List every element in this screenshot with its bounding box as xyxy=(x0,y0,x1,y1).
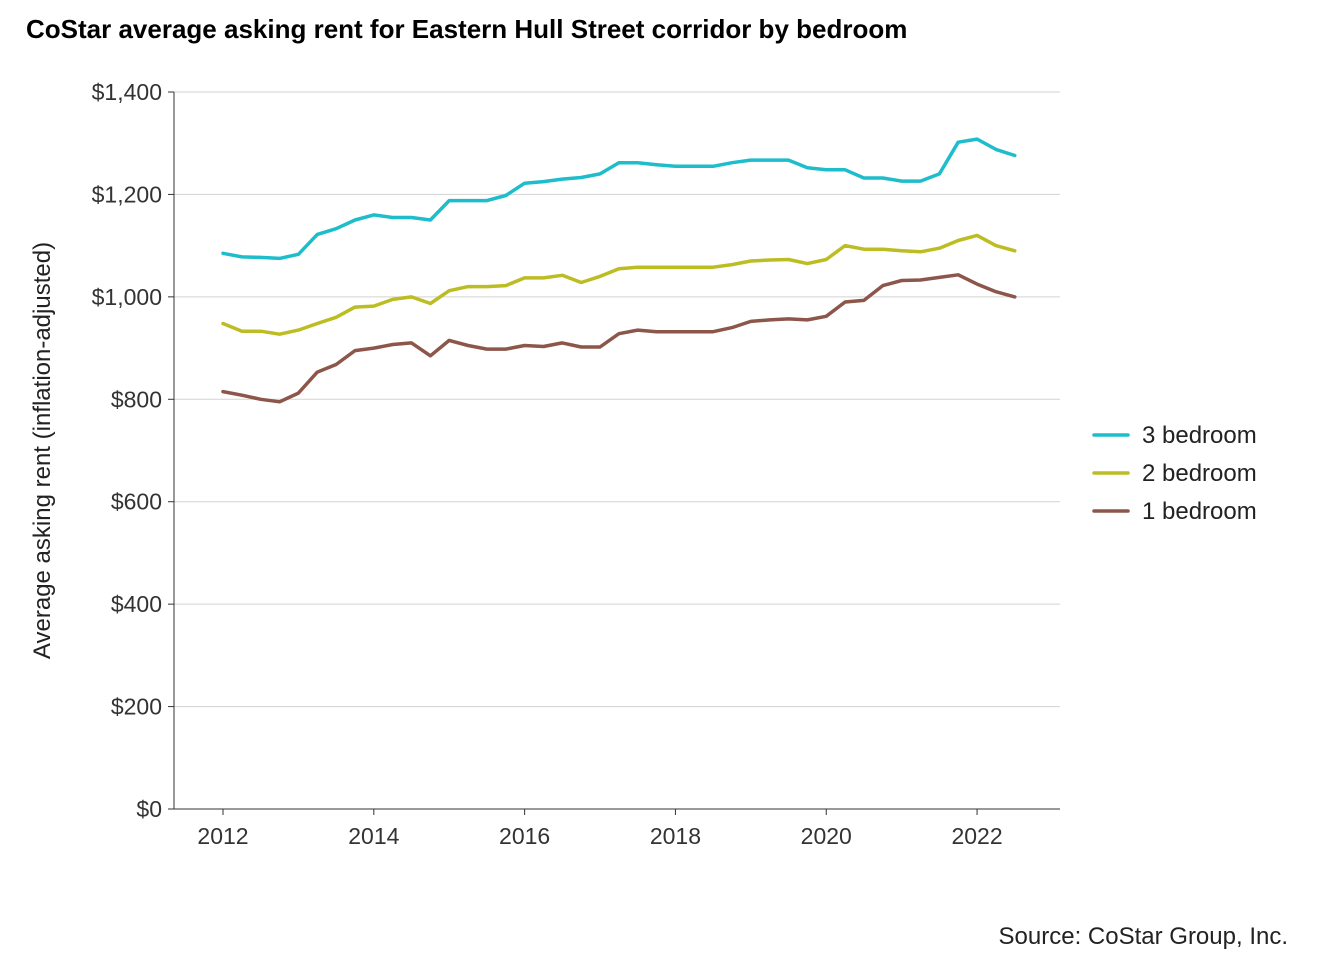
series-line-2-bedroom xyxy=(221,233,1017,336)
y-tick-label: $1,400 xyxy=(92,79,162,105)
legend-label-3-bedroom: 3 bedroom xyxy=(1142,422,1257,449)
y-tick-label: $600 xyxy=(111,489,162,515)
x-axis-ticks: 2012 2014 2016 2018 2020 2022 xyxy=(197,809,1003,849)
legend-label-1-bedroom: 1 bedroom xyxy=(1142,498,1257,525)
legend-label-2-bedroom: 2 bedroom xyxy=(1142,460,1257,487)
series-line-1-bedroom xyxy=(221,273,1017,404)
y-tick-label: $400 xyxy=(111,591,162,617)
x-tick-label: 2018 xyxy=(650,823,701,849)
x-tick-label: 2022 xyxy=(951,823,1002,849)
x-tick-label: 2016 xyxy=(499,823,550,849)
y-tick-label: $1,200 xyxy=(92,181,162,207)
gridlines xyxy=(174,91,1060,708)
axes xyxy=(173,92,1060,810)
y-tick-label: $800 xyxy=(111,386,162,412)
x-tick-label: 2012 xyxy=(197,823,248,849)
x-tick-label: 2014 xyxy=(348,823,399,849)
chart-title: CoStar average asking rent for Eastern H… xyxy=(26,14,907,44)
y-axis-ticks: $0 $200 $400 $600 $800 $1,000 $1,200 $1,400 xyxy=(92,79,174,822)
series-lines xyxy=(221,137,1017,404)
series-line-3-bedroom xyxy=(221,137,1017,261)
y-axis-title: Average asking rent (inflation-adjusted) xyxy=(29,242,56,659)
source-caption: Source: CoStar Group, Inc. xyxy=(999,923,1288,950)
y-tick-label: $0 xyxy=(136,796,162,822)
y-tick-label: $1,000 xyxy=(92,284,162,310)
y-tick-label: $200 xyxy=(111,694,162,720)
x-tick-label: 2020 xyxy=(801,823,852,849)
legend: 3 bedroom 2 bedroom 1 bedroom xyxy=(1092,422,1257,525)
